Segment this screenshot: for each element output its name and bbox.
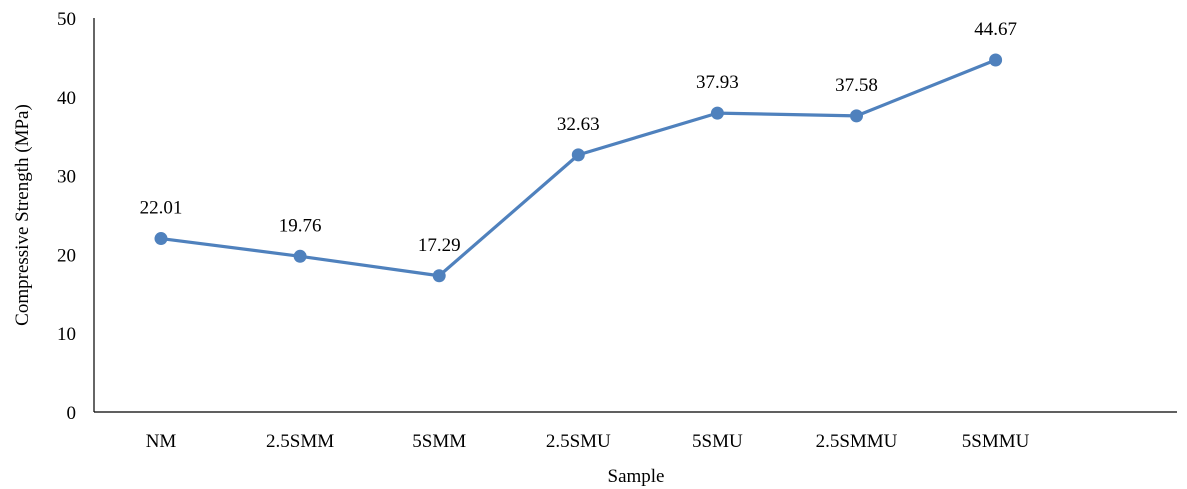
data-point: [850, 109, 863, 123]
data-label: 37.93: [696, 72, 739, 93]
y-tick-label: 40: [57, 88, 76, 109]
x-tick-label: 5SMU: [692, 431, 743, 452]
x-tick-label: 5SMMU: [962, 431, 1030, 452]
x-tick-label: 2.5SMMU: [816, 431, 898, 452]
y-tick-label: 50: [57, 9, 76, 30]
y-tick-label: 10: [57, 324, 76, 345]
data-point: [710, 106, 724, 120]
x-tick-label: 5SMM: [412, 431, 466, 452]
data-point: [989, 53, 1003, 67]
data-point: [571, 148, 585, 162]
data-points: [154, 53, 1003, 283]
x-axis-title: Sample: [608, 466, 665, 487]
y-tick-labels: 0 10 20 30 40 50: [57, 9, 76, 424]
data-label: 37.58: [835, 75, 878, 96]
data-label: 17.29: [418, 235, 461, 256]
y-tick-label: 0: [67, 403, 77, 424]
data-label: 22.01: [140, 198, 183, 219]
data-label: 19.76: [279, 215, 322, 236]
data-label: 32.63: [557, 114, 600, 135]
x-tick-label: NM: [146, 431, 177, 452]
x-tick-labels: NM 2.5SMM 5SMM 2.5SMU 5SMU 2.5SMMU 5SMMU: [146, 431, 1030, 452]
y-axis-title: Compressive Strength (MPa): [12, 104, 33, 326]
x-tick-label: 2.5SMM: [266, 431, 334, 452]
x-tick-label: 2.5SMU: [546, 431, 611, 452]
data-labels: 22.01 19.76 17.29 32.63 37.93 37.58 44.67: [140, 19, 1017, 256]
data-point: [293, 249, 307, 263]
y-tick-label: 30: [57, 167, 76, 188]
data-point: [154, 232, 168, 246]
data-point: [432, 269, 446, 283]
data-label: 44.67: [974, 19, 1017, 40]
axes: [93, 18, 1177, 413]
y-tick-label: 20: [57, 245, 76, 266]
